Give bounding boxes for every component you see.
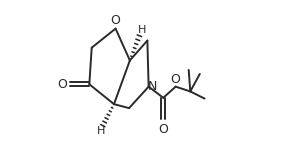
Text: H: H bbox=[138, 25, 146, 35]
Text: O: O bbox=[111, 14, 120, 27]
Text: H: H bbox=[97, 126, 105, 136]
Text: O: O bbox=[57, 78, 67, 91]
Text: N: N bbox=[148, 80, 157, 93]
Text: O: O bbox=[158, 123, 168, 136]
Text: O: O bbox=[171, 73, 180, 86]
